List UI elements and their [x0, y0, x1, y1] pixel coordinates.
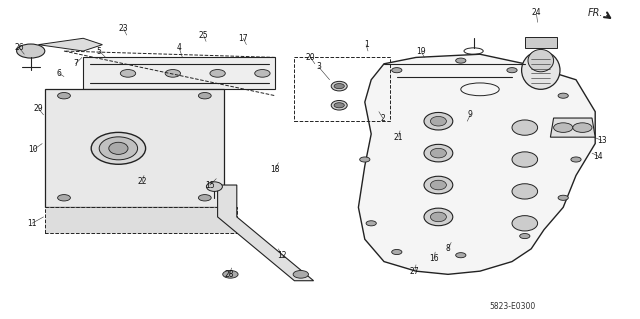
Circle shape	[334, 103, 344, 108]
Text: 22: 22	[138, 177, 147, 186]
Circle shape	[210, 70, 225, 77]
Circle shape	[165, 70, 180, 77]
Circle shape	[58, 93, 70, 99]
Circle shape	[392, 249, 402, 255]
Text: 11: 11	[28, 219, 36, 228]
Circle shape	[456, 253, 466, 258]
Text: 13: 13	[596, 136, 607, 145]
Polygon shape	[218, 185, 314, 281]
Text: 3: 3	[316, 63, 321, 71]
Text: 25: 25	[198, 31, 209, 40]
Ellipse shape	[332, 100, 348, 110]
Bar	[525, 37, 557, 48]
Ellipse shape	[431, 180, 447, 190]
Polygon shape	[83, 57, 275, 89]
Ellipse shape	[512, 152, 538, 167]
Circle shape	[558, 93, 568, 98]
Ellipse shape	[528, 49, 554, 72]
Text: 1: 1	[364, 40, 369, 49]
Text: 5823-E0300: 5823-E0300	[489, 302, 535, 311]
Circle shape	[520, 234, 530, 239]
Circle shape	[571, 157, 581, 162]
Circle shape	[558, 195, 568, 200]
Circle shape	[360, 157, 370, 162]
Polygon shape	[38, 38, 102, 51]
Ellipse shape	[424, 113, 453, 130]
Text: 10: 10	[28, 145, 38, 154]
Ellipse shape	[332, 81, 348, 91]
Ellipse shape	[522, 51, 560, 89]
Text: 5: 5	[97, 47, 102, 56]
Text: 2: 2	[380, 114, 385, 122]
Text: 15: 15	[205, 181, 215, 189]
Text: 29: 29	[33, 104, 44, 113]
Circle shape	[554, 123, 573, 132]
Text: 16: 16	[429, 254, 439, 263]
Ellipse shape	[431, 116, 447, 126]
Text: 19: 19	[416, 47, 426, 56]
Text: 9: 9	[468, 110, 473, 119]
Bar	[294, 57, 390, 121]
Ellipse shape	[99, 137, 138, 160]
Ellipse shape	[424, 144, 453, 162]
Text: 7: 7	[73, 59, 78, 68]
Circle shape	[198, 195, 211, 201]
Text: 8: 8	[445, 244, 451, 253]
Circle shape	[17, 44, 45, 58]
Text: 21: 21	[394, 133, 403, 142]
Circle shape	[198, 93, 211, 99]
Ellipse shape	[431, 212, 447, 222]
Text: 18: 18	[271, 165, 280, 174]
Circle shape	[573, 123, 592, 132]
Polygon shape	[550, 118, 595, 137]
Text: 17: 17	[238, 34, 248, 43]
Circle shape	[334, 84, 344, 89]
Text: 12: 12	[277, 251, 286, 260]
Ellipse shape	[512, 184, 538, 199]
Circle shape	[366, 221, 376, 226]
Text: FR.: FR.	[588, 8, 603, 18]
Circle shape	[507, 68, 517, 73]
Text: 23: 23	[118, 24, 129, 33]
Circle shape	[120, 70, 136, 77]
Text: 27: 27	[410, 267, 420, 276]
Circle shape	[392, 68, 402, 73]
Text: 6: 6	[56, 69, 61, 78]
Ellipse shape	[206, 182, 223, 191]
Text: 20: 20	[305, 53, 316, 62]
Text: 28: 28	[225, 270, 234, 279]
Ellipse shape	[92, 132, 146, 164]
Polygon shape	[45, 89, 224, 207]
Polygon shape	[45, 207, 237, 233]
Text: 4: 4	[177, 43, 182, 52]
Text: 14: 14	[593, 152, 604, 161]
Ellipse shape	[512, 216, 538, 231]
Polygon shape	[358, 54, 595, 274]
Text: 24: 24	[531, 8, 541, 17]
Text: 26: 26	[14, 43, 24, 52]
Circle shape	[255, 70, 270, 77]
Circle shape	[293, 271, 308, 278]
Ellipse shape	[109, 142, 128, 154]
Ellipse shape	[424, 208, 453, 226]
Ellipse shape	[431, 148, 447, 158]
Circle shape	[456, 58, 466, 63]
Ellipse shape	[512, 120, 538, 135]
Circle shape	[577, 125, 588, 130]
Circle shape	[223, 271, 238, 278]
Ellipse shape	[424, 176, 453, 194]
Circle shape	[58, 195, 70, 201]
